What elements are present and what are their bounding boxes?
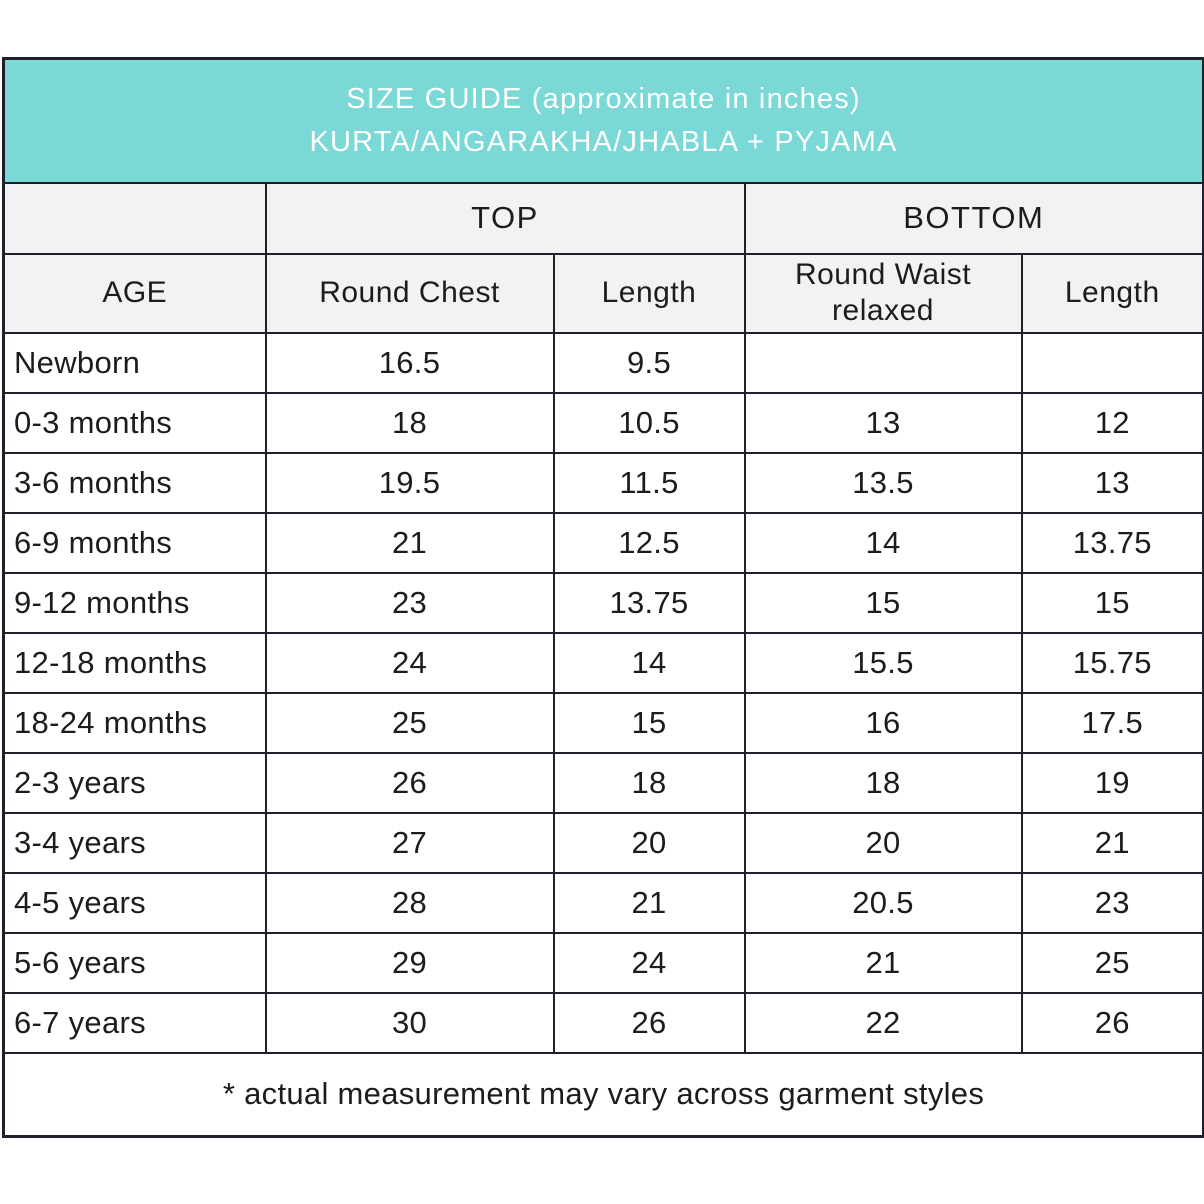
banner-title-line1: SIZE GUIDE (approximate in inches) (346, 82, 861, 115)
round-waist-cell: 18 (743, 751, 1023, 814)
table-row: 12-18 months 24 14 15.5 15.75 (2, 631, 1204, 694)
bottom-length-cell: 15.75 (1020, 631, 1204, 694)
top-length-cell: 26 (552, 991, 746, 1054)
age-cell: 3-6 months (2, 451, 267, 514)
table-row: 18-24 months 25 15 16 17.5 (2, 691, 1204, 754)
bottom-length-cell: 25 (1020, 931, 1204, 994)
round-waist-cell: 16 (743, 691, 1023, 754)
round-chest-cell: 16.5 (264, 331, 555, 394)
table-row: 3-4 years 27 20 20 21 (2, 811, 1204, 874)
banner: SIZE GUIDE (approximate in inches) KURTA… (2, 57, 1204, 184)
top-length-cell: 11.5 (552, 451, 746, 514)
table-row: 4-5 years 28 21 20.5 23 (2, 871, 1204, 934)
round-chest-cell: 25 (264, 691, 555, 754)
round-waist-cell: 20 (743, 811, 1023, 874)
round-waist-cell: 15.5 (743, 631, 1023, 694)
top-length-cell: 14 (552, 631, 746, 694)
round-chest-cell: 24 (264, 631, 555, 694)
round-waist-cell: 15 (743, 571, 1023, 634)
bottom-length-cell: 15 (1020, 571, 1204, 634)
top-length-cell: 9.5 (552, 331, 746, 394)
bottom-length-cell: 17.5 (1020, 691, 1204, 754)
footnote-row: * actual measurement may vary across gar… (2, 1051, 1204, 1138)
bottom-length-cell: 26 (1020, 991, 1204, 1054)
group-header-top: TOP (264, 181, 746, 255)
table-row: 2-3 years 26 18 18 19 (2, 751, 1204, 814)
round-waist-cell: 14 (743, 511, 1023, 574)
group-header-bottom: BOTTOM (743, 181, 1204, 255)
round-chest-cell: 21 (264, 511, 555, 574)
table-row: 5-6 years 29 24 21 25 (2, 931, 1204, 994)
age-cell: 12-18 months (2, 631, 267, 694)
age-cell: 2-3 years (2, 751, 267, 814)
round-chest-cell: 26 (264, 751, 555, 814)
top-length-cell: 20 (552, 811, 746, 874)
top-length-cell: 21 (552, 871, 746, 934)
banner-title-line2: KURTA/ANGARAKHA/JHABLA + PYJAMA (309, 125, 898, 158)
age-cell: 3-4 years (2, 811, 267, 874)
column-header-round-waist: Round Waist relaxed (743, 252, 1023, 334)
table-row: 9-12 months 23 13.75 15 15 (2, 571, 1204, 634)
group-header-row: TOP BOTTOM (2, 181, 1204, 255)
round-waist-cell: 13 (743, 391, 1023, 454)
top-length-cell: 18 (552, 751, 746, 814)
age-cell: 0-3 months (2, 391, 267, 454)
banner-row: SIZE GUIDE (approximate in inches) KURTA… (2, 57, 1204, 184)
round-chest-cell: 28 (264, 871, 555, 934)
age-cell: 18-24 months (2, 691, 267, 754)
age-cell: 6-7 years (2, 991, 267, 1054)
column-header-row: AGE Round Chest Length Round Waist relax… (2, 252, 1204, 334)
bottom-length-cell: 19 (1020, 751, 1204, 814)
age-cell: Newborn (2, 331, 267, 394)
round-waist-cell (743, 331, 1023, 394)
round-chest-cell: 19.5 (264, 451, 555, 514)
round-chest-cell: 27 (264, 811, 555, 874)
age-cell: 6-9 months (2, 511, 267, 574)
bottom-length-cell: 23 (1020, 871, 1204, 934)
top-length-cell: 15 (552, 691, 746, 754)
round-chest-cell: 23 (264, 571, 555, 634)
bottom-length-cell: 13 (1020, 451, 1204, 514)
round-chest-cell: 30 (264, 991, 555, 1054)
column-header-round-chest: Round Chest (264, 252, 555, 334)
round-waist-cell: 20.5 (743, 871, 1023, 934)
table-row: 6-9 months 21 12.5 14 13.75 (2, 511, 1204, 574)
table-row: Newborn 16.5 9.5 (2, 331, 1204, 394)
group-header-empty (2, 181, 267, 255)
round-chest-cell: 29 (264, 931, 555, 994)
round-waist-cell: 21 (743, 931, 1023, 994)
table-row: 0-3 months 18 10.5 13 12 (2, 391, 1204, 454)
round-waist-cell: 22 (743, 991, 1023, 1054)
top-length-cell: 24 (552, 931, 746, 994)
age-cell: 5-6 years (2, 931, 267, 994)
age-cell: 4-5 years (2, 871, 267, 934)
bottom-length-cell: 21 (1020, 811, 1204, 874)
size-guide-table: SIZE GUIDE (approximate in inches) KURTA… (2, 57, 1204, 1138)
footnote: * actual measurement may vary across gar… (2, 1051, 1204, 1138)
top-length-cell: 12.5 (552, 511, 746, 574)
column-header-age: AGE (2, 252, 267, 334)
column-header-bottom-length: Length (1020, 252, 1204, 334)
table-row: 3-6 months 19.5 11.5 13.5 13 (2, 451, 1204, 514)
bottom-length-cell (1020, 331, 1204, 394)
bottom-length-cell: 13.75 (1020, 511, 1204, 574)
top-length-cell: 13.75 (552, 571, 746, 634)
top-length-cell: 10.5 (552, 391, 746, 454)
table-row: 6-7 years 30 26 22 26 (2, 991, 1204, 1054)
round-waist-cell: 13.5 (743, 451, 1023, 514)
bottom-length-cell: 12 (1020, 391, 1204, 454)
column-header-top-length: Length (552, 252, 746, 334)
round-chest-cell: 18 (264, 391, 555, 454)
age-cell: 9-12 months (2, 571, 267, 634)
